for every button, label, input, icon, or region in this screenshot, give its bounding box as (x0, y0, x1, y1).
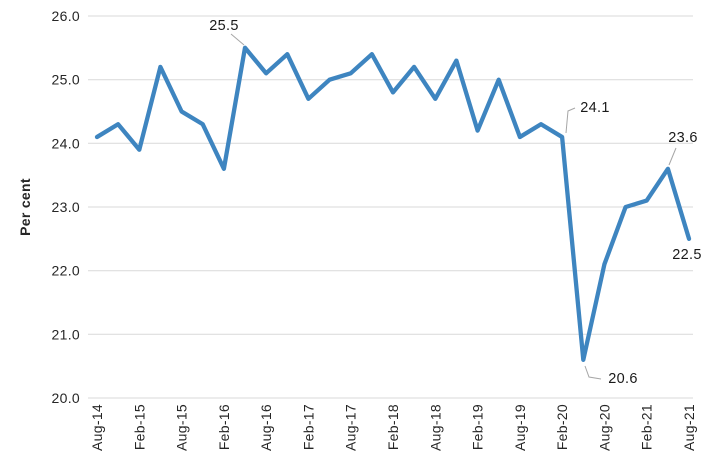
y-tick-label: 26.0 (52, 8, 80, 24)
x-tick-label: Aug-21 (681, 404, 697, 451)
x-tick-label: Aug-14 (89, 404, 105, 451)
y-tick-label: 22.0 (52, 263, 80, 279)
annotation-leader-line (565, 107, 576, 134)
annotation-leader-line (668, 147, 677, 166)
x-tick-label: Aug-20 (596, 404, 612, 451)
data-label: 22.5 (672, 247, 701, 263)
x-tick-label: Feb-15 (131, 404, 147, 450)
data-label: 20.6 (608, 371, 637, 387)
x-tick-label: Feb-16 (216, 404, 232, 450)
x-tick-label: Aug-17 (343, 404, 359, 451)
y-axis-title: Per cent (17, 178, 33, 236)
data-label: 23.6 (668, 130, 697, 146)
x-tick-label: Aug-19 (512, 404, 528, 451)
y-tick-label: 21.0 (52, 326, 80, 342)
annotation-leader-line (584, 365, 602, 380)
x-tick-label: Aug-18 (427, 404, 443, 451)
x-tick-label: Aug-15 (174, 404, 190, 451)
data-label: 25.5 (209, 18, 238, 34)
data-series-line (94, 45, 692, 362)
x-tick-label: Aug-16 (258, 404, 274, 451)
y-tick-label: 20.0 (52, 390, 80, 406)
annotation-leader-line (230, 33, 245, 46)
x-tick-label: Feb-18 (385, 404, 401, 450)
y-tick-label: 23.0 (52, 199, 80, 215)
y-tick-label: 25.0 (52, 72, 80, 88)
x-tick-label: Feb-17 (300, 404, 316, 450)
x-tick-label: Feb-21 (639, 404, 655, 450)
data-label: 24.1 (580, 100, 609, 116)
x-tick-label: Feb-20 (554, 404, 570, 450)
y-tick-label: 24.0 (52, 135, 80, 151)
x-tick-label: Feb-19 (470, 404, 486, 450)
